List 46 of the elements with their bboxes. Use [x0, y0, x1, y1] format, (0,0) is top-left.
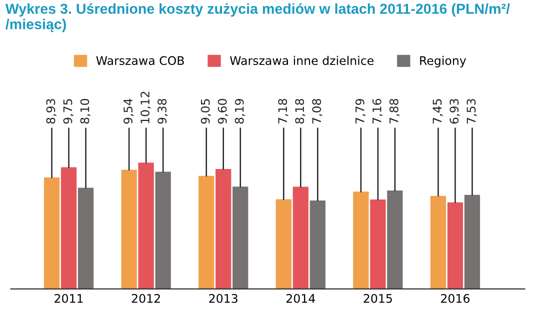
- data-label: 9,75: [63, 99, 74, 124]
- bar: [60, 167, 77, 289]
- bar: [353, 192, 369, 289]
- data-label: 7,45: [432, 99, 443, 124]
- data-label: 10,12: [140, 92, 151, 124]
- chart-title: Wykres 3. Uśrednione koszty zużycia mediów w latach 2011-2016 (PLN/m²/ /miesiąc): [5, 3, 510, 32]
- bar: [447, 202, 464, 289]
- bar: [121, 170, 137, 289]
- legend-label: Warszawa COB: [96, 56, 184, 66]
- x-tick-label: 2013: [209, 294, 238, 303]
- bar: [370, 200, 386, 289]
- x-tick-label: 2014: [286, 294, 315, 303]
- bar: [387, 190, 403, 289]
- bar: [310, 200, 326, 289]
- data-label: 9,38: [158, 98, 168, 124]
- data-label: 8,93: [46, 99, 56, 124]
- bar: [78, 188, 94, 289]
- bar: [216, 169, 232, 289]
- data-label: 8,18: [295, 98, 306, 124]
- data-label: 8,19: [234, 98, 245, 124]
- x-tick-label: 2015: [364, 294, 392, 303]
- bar: [232, 186, 248, 289]
- data-label: 7,16: [372, 98, 383, 124]
- data-label: 7,08: [312, 98, 322, 124]
- legend-label: Regiony: [420, 56, 466, 68]
- bar: [430, 196, 446, 289]
- bar: [464, 194, 480, 289]
- data-label: 7,53: [466, 99, 477, 124]
- bar: [44, 177, 60, 289]
- data-label: 9,05: [200, 99, 211, 124]
- data-label: 7,18: [278, 98, 288, 124]
- bar: [276, 199, 292, 289]
- x-tick-label: 2011: [54, 294, 83, 303]
- x-tick-label: 2012: [132, 294, 160, 303]
- bar: [198, 176, 214, 289]
- data-label: 8,10: [80, 98, 90, 124]
- bar: [292, 186, 308, 289]
- legend-label: Warszawa inne dzielnice: [230, 56, 374, 66]
- bar: [155, 172, 171, 289]
- data-label: 9,60: [218, 98, 228, 124]
- x-tick-label: 2016: [441, 294, 470, 303]
- data-label: 7,88: [389, 98, 400, 124]
- bar: [138, 162, 154, 289]
- data-label: 6,93: [450, 99, 460, 124]
- data-label: 7,79: [355, 98, 366, 124]
- data-label: 9,54: [124, 98, 134, 124]
